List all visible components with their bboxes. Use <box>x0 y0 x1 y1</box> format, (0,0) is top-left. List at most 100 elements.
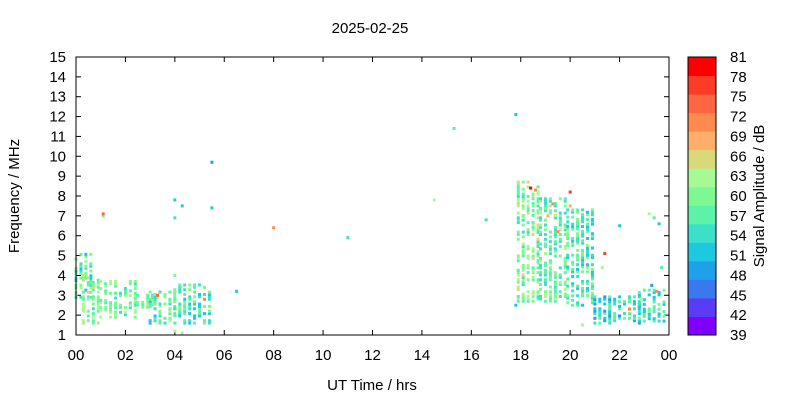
data-point <box>531 271 535 275</box>
y-tick-label: 3 <box>58 287 66 304</box>
data-point <box>576 220 580 224</box>
data-point <box>86 281 90 285</box>
data-point <box>563 247 567 251</box>
data-point <box>571 267 575 271</box>
data-point <box>109 306 113 310</box>
data-point <box>188 319 192 323</box>
data-point <box>603 252 607 256</box>
data-point <box>521 242 525 246</box>
data-point <box>133 291 137 295</box>
data-point <box>91 314 95 318</box>
data-point <box>563 259 567 263</box>
data-point <box>563 292 567 296</box>
data-point <box>571 208 575 212</box>
data-point <box>178 290 182 294</box>
data-point <box>571 239 575 243</box>
data-point <box>128 306 132 310</box>
data-point <box>585 236 589 240</box>
data-point <box>566 253 570 257</box>
data-point <box>662 288 666 292</box>
data-point <box>543 209 547 213</box>
data-point <box>91 302 95 306</box>
x-tick-label: 22 <box>611 347 628 364</box>
data-point <box>109 310 113 314</box>
colorbar-segment <box>688 205 716 225</box>
data-point <box>593 321 597 325</box>
data-point <box>640 297 644 301</box>
data-point <box>183 307 187 311</box>
data-point <box>109 291 113 295</box>
data-point <box>598 316 602 320</box>
data-point <box>148 304 152 308</box>
data-point <box>516 230 520 234</box>
data-point <box>207 309 211 313</box>
data-point <box>99 279 103 283</box>
data-point <box>581 225 585 229</box>
data-point <box>553 228 557 232</box>
data-point <box>585 263 589 267</box>
y-tick-label: 13 <box>49 89 66 106</box>
data-point <box>153 316 157 320</box>
data-point <box>558 221 562 225</box>
data-point <box>652 305 656 309</box>
data-point <box>539 264 543 267</box>
data-point <box>531 209 535 213</box>
data-point <box>84 288 88 292</box>
data-point <box>133 294 137 298</box>
data-point <box>521 294 525 298</box>
data-point <box>173 307 177 311</box>
data-point <box>548 290 552 294</box>
data-point <box>521 273 525 277</box>
data-point <box>79 295 83 299</box>
data-point <box>128 279 132 283</box>
data-point <box>158 304 162 308</box>
plot-frame <box>75 56 670 336</box>
data-point <box>96 295 100 299</box>
data-point <box>526 254 530 258</box>
data-point <box>603 309 607 313</box>
data-point <box>627 312 631 316</box>
data-point <box>627 295 631 299</box>
data-point <box>558 211 562 215</box>
data-point <box>590 236 594 240</box>
data-point <box>521 264 525 267</box>
data-point <box>163 292 167 296</box>
data-point <box>173 321 177 325</box>
data-point <box>91 295 95 299</box>
data-point <box>558 213 562 217</box>
data-point <box>603 316 607 320</box>
data-point <box>585 253 589 257</box>
data-point <box>96 283 100 287</box>
data-point <box>516 182 520 186</box>
data-point <box>193 321 197 325</box>
data-point <box>133 296 137 300</box>
data-point <box>571 270 575 274</box>
data-point <box>563 266 567 270</box>
data-point <box>536 190 540 194</box>
data-point <box>598 314 602 318</box>
data-point <box>516 218 520 222</box>
data-point <box>590 253 594 257</box>
x-tick-label: 12 <box>364 347 381 364</box>
data-point <box>521 244 525 248</box>
data-point <box>526 278 530 282</box>
data-point <box>539 233 543 237</box>
data-point <box>188 304 192 308</box>
data-point <box>235 289 239 293</box>
data-point <box>539 283 543 287</box>
data-point <box>558 244 562 248</box>
data-point <box>608 307 612 311</box>
data-point <box>526 247 530 251</box>
data-point <box>531 192 535 196</box>
data-point <box>539 197 543 201</box>
data-point <box>647 317 651 321</box>
data-point <box>516 180 520 184</box>
data-point <box>81 297 85 301</box>
data-point <box>123 291 127 295</box>
data-point <box>153 297 157 301</box>
data-point <box>590 296 594 300</box>
data-point <box>590 272 594 276</box>
data-point <box>581 248 585 252</box>
data-point <box>539 297 543 301</box>
data-point <box>581 270 585 274</box>
